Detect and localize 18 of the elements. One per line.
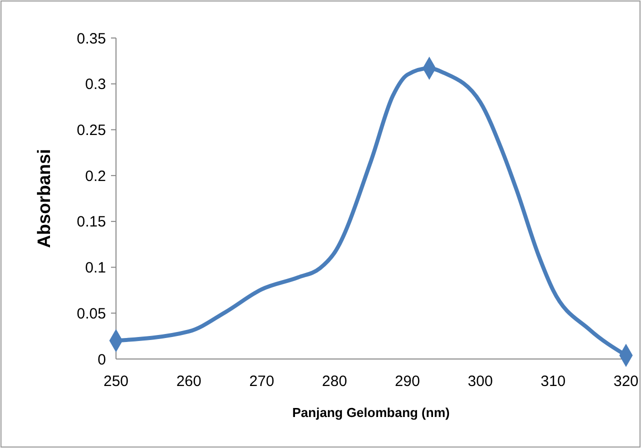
y-tick-label: 0.25 bbox=[76, 122, 106, 139]
y-tick-label: 0.05 bbox=[76, 305, 106, 322]
x-tick-label: 290 bbox=[394, 373, 420, 390]
x-tick-label: 320 bbox=[613, 373, 639, 390]
x-tick-label: 310 bbox=[540, 373, 566, 390]
y-tick-label: 0.2 bbox=[85, 168, 106, 185]
x-tick-label: 260 bbox=[176, 373, 202, 390]
y-tick-label: 0.35 bbox=[76, 30, 106, 48]
x-tick-label: 280 bbox=[322, 373, 348, 390]
y-axis-title: Absorbansi bbox=[34, 148, 54, 248]
y-tick-label: 0.15 bbox=[76, 214, 106, 231]
x-axis-title: Panjang Gelombang (nm) bbox=[292, 405, 450, 420]
y-tick-label: 0 bbox=[98, 351, 106, 368]
x-tick-label: 300 bbox=[468, 373, 493, 390]
x-tick-label: 250 bbox=[103, 373, 129, 390]
x-tick-label: 270 bbox=[249, 373, 274, 390]
y-tick-label: 0.3 bbox=[85, 76, 106, 94]
y-tick-label: 0.1 bbox=[85, 260, 106, 277]
